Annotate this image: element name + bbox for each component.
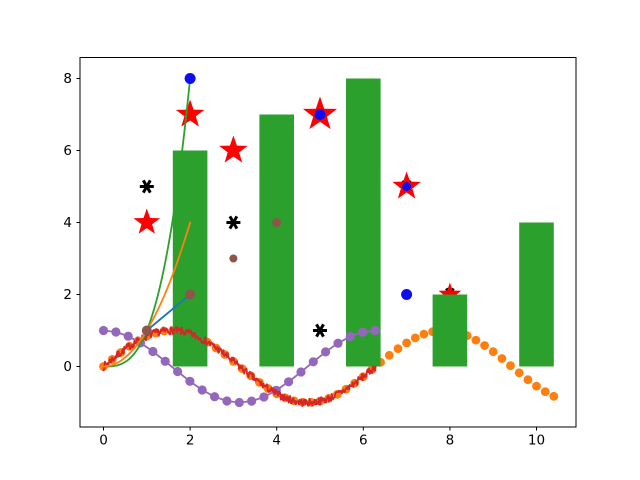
cos-marker-dot xyxy=(210,392,220,402)
sin-dots-series xyxy=(549,391,559,401)
cos-marker-dot xyxy=(358,327,368,337)
y-tick-label: 8 xyxy=(63,71,72,87)
x-tick-label: 10 xyxy=(528,433,545,449)
red-star-marker xyxy=(438,282,462,305)
cos-marker-dot xyxy=(247,396,257,406)
sin-dots-series xyxy=(497,354,507,363)
blue-dot-marker xyxy=(402,182,412,191)
x-tick-label: 4 xyxy=(272,433,281,449)
brown-dot-marker xyxy=(185,289,196,300)
sin-dots-series xyxy=(384,350,394,360)
cos-marker-dot xyxy=(148,346,158,357)
sin-dots-series xyxy=(488,347,498,357)
y-tick-label: 4 xyxy=(63,215,72,231)
cos-marker-dot xyxy=(160,356,170,366)
brown-dot-marker xyxy=(272,218,282,227)
cos-marker-dot xyxy=(321,347,331,357)
cos-marker-dot xyxy=(333,338,343,348)
bar xyxy=(519,222,554,367)
black-asterisk-marker xyxy=(141,179,152,194)
blue-dot-marker xyxy=(184,73,196,84)
cos-marker-dot xyxy=(197,385,207,395)
cos-marker-dot xyxy=(173,366,183,377)
sin-dots-series xyxy=(393,344,403,354)
bar xyxy=(346,78,381,367)
brown-dot-marker xyxy=(229,254,238,263)
cos-marker-dot xyxy=(345,331,355,342)
axes-frame xyxy=(79,57,577,428)
sin-dots-series xyxy=(506,361,515,370)
x-tick-label: 8 xyxy=(446,433,455,449)
cos-marker-dot xyxy=(222,396,232,406)
cos-marker-dot xyxy=(296,367,306,377)
sin-dots-series xyxy=(532,381,541,391)
sin-dots-series xyxy=(402,338,411,348)
red-star-marker xyxy=(175,99,205,127)
blue-dot-marker xyxy=(401,289,413,300)
cos-marker-dot xyxy=(284,377,294,387)
cos-marker-dot xyxy=(259,392,269,402)
linear-x-curve xyxy=(145,293,192,332)
brown-dot-marker xyxy=(141,325,152,336)
black-asterisk-marker xyxy=(315,323,325,338)
x-tick-label: 2 xyxy=(186,433,195,449)
cos-marker-dot xyxy=(111,327,121,337)
x-tick-label: 6 xyxy=(359,433,368,449)
sin-dots-series xyxy=(540,387,550,397)
bar xyxy=(432,294,468,367)
cos-marker-dot xyxy=(308,357,318,367)
cos-marker-dot xyxy=(234,397,244,408)
red-star-marker xyxy=(133,208,161,234)
y-tick-label: 2 xyxy=(63,287,72,303)
cos-marker-dot xyxy=(185,376,195,386)
blue-dot-marker xyxy=(314,109,326,120)
sin-dots-series xyxy=(419,329,429,339)
red-star-marker xyxy=(219,135,248,163)
x-tick-label: 0 xyxy=(99,433,108,449)
cos-marker-dot xyxy=(123,331,133,341)
bar xyxy=(259,114,294,367)
y-tick-label: 6 xyxy=(63,143,72,159)
sin-dots-series xyxy=(471,335,481,345)
sin-dots-series xyxy=(514,368,524,378)
sin-dots-series xyxy=(410,333,420,343)
noisy-sin-line xyxy=(102,326,377,407)
black-asterisk-marker xyxy=(228,215,239,230)
sin-dots-series xyxy=(480,341,489,350)
sin-dots-series xyxy=(523,375,533,385)
y-tick-label: 0 xyxy=(63,359,72,375)
cos-marker-dot xyxy=(370,325,380,336)
cos-marker-dot xyxy=(98,325,109,336)
